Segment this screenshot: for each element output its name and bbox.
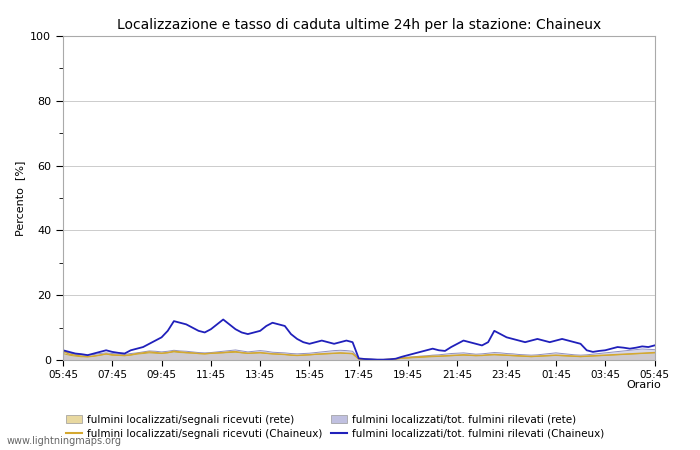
Legend: fulmini localizzati/segnali ricevuti (rete), fulmini localizzati/segnali ricevut: fulmini localizzati/segnali ricevuti (re… — [62, 410, 608, 443]
Y-axis label: Percento  [%]: Percento [%] — [15, 160, 24, 236]
Title: Localizzazione e tasso di caduta ultime 24h per la stazione: Chaineux: Localizzazione e tasso di caduta ultime … — [117, 18, 601, 32]
Text: www.lightningmaps.org: www.lightningmaps.org — [7, 436, 122, 446]
Text: Orario: Orario — [626, 380, 662, 390]
